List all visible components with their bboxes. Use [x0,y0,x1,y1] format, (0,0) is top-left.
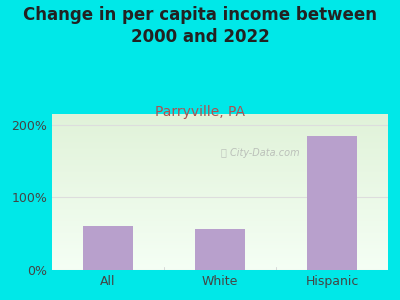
Bar [195,229,245,270]
Text: ⓘ City-Data.com: ⓘ City-Data.com [221,148,300,158]
Bar [307,136,357,270]
Text: Parryville, PA: Parryville, PA [155,105,245,119]
Bar [83,226,133,270]
Text: Change in per capita income between
2000 and 2022: Change in per capita income between 2000… [23,6,377,46]
